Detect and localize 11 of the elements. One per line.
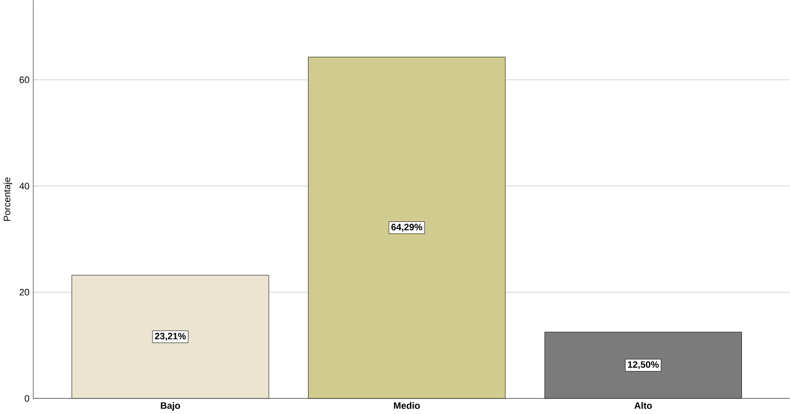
data-label: 12,50% [628,361,659,370]
data-label: 64,29% [391,224,422,232]
y-tick-label: 40 [19,182,30,190]
y-axis-title: Porcentaje [3,177,12,221]
y-tick-label: 0 [24,395,30,402]
data-label: 23,21% [154,332,186,341]
x-tick-label: Bajo [160,402,180,411]
x-tick-label: Alto [634,402,652,409]
y-tick-label: 60 [20,76,30,84]
x-tick-label: Medio [394,402,420,409]
y-tick-label: 20 [20,288,30,296]
